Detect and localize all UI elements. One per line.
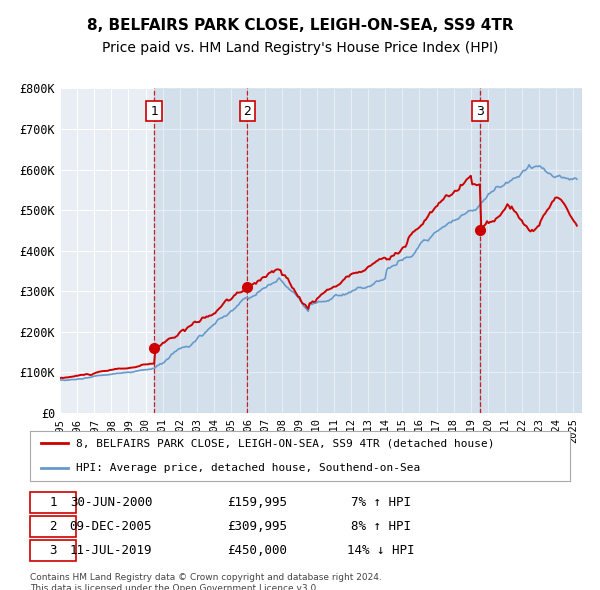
Text: 3: 3	[476, 104, 484, 118]
Text: 8% ↑ HPI: 8% ↑ HPI	[351, 520, 411, 533]
Bar	[480, 88, 582, 413]
Text: Contains HM Land Registry data © Crown copyright and database right 2024.
This d: Contains HM Land Registry data © Crown c…	[30, 573, 382, 590]
Text: 1: 1	[150, 104, 158, 118]
Text: £309,995: £309,995	[227, 520, 287, 533]
Text: Price paid vs. HM Land Registry's House Price Index (HPI): Price paid vs. HM Land Registry's House …	[102, 41, 498, 55]
Text: 2: 2	[49, 520, 57, 533]
Text: 2: 2	[243, 104, 251, 118]
FancyBboxPatch shape	[30, 540, 76, 561]
Text: 7% ↑ HPI: 7% ↑ HPI	[351, 496, 411, 509]
FancyBboxPatch shape	[30, 492, 76, 513]
Text: 09-DEC-2005: 09-DEC-2005	[70, 520, 152, 533]
Text: £159,995: £159,995	[227, 496, 287, 509]
Text: 14% ↓ HPI: 14% ↓ HPI	[347, 544, 415, 557]
Text: 11-JUL-2019: 11-JUL-2019	[70, 544, 152, 557]
Text: 1: 1	[49, 496, 57, 509]
Text: 3: 3	[49, 544, 57, 557]
Bar	[247, 88, 480, 413]
Text: 8, BELFAIRS PARK CLOSE, LEIGH-ON-SEA, SS9 4TR (detached house): 8, BELFAIRS PARK CLOSE, LEIGH-ON-SEA, SS…	[76, 438, 494, 448]
FancyBboxPatch shape	[30, 516, 76, 537]
Text: £450,000: £450,000	[227, 544, 287, 557]
Text: HPI: Average price, detached house, Southend-on-Sea: HPI: Average price, detached house, Sout…	[76, 463, 420, 473]
Text: 30-JUN-2000: 30-JUN-2000	[70, 496, 152, 509]
Text: 8, BELFAIRS PARK CLOSE, LEIGH-ON-SEA, SS9 4TR: 8, BELFAIRS PARK CLOSE, LEIGH-ON-SEA, SS…	[86, 18, 514, 32]
Bar	[154, 88, 247, 413]
